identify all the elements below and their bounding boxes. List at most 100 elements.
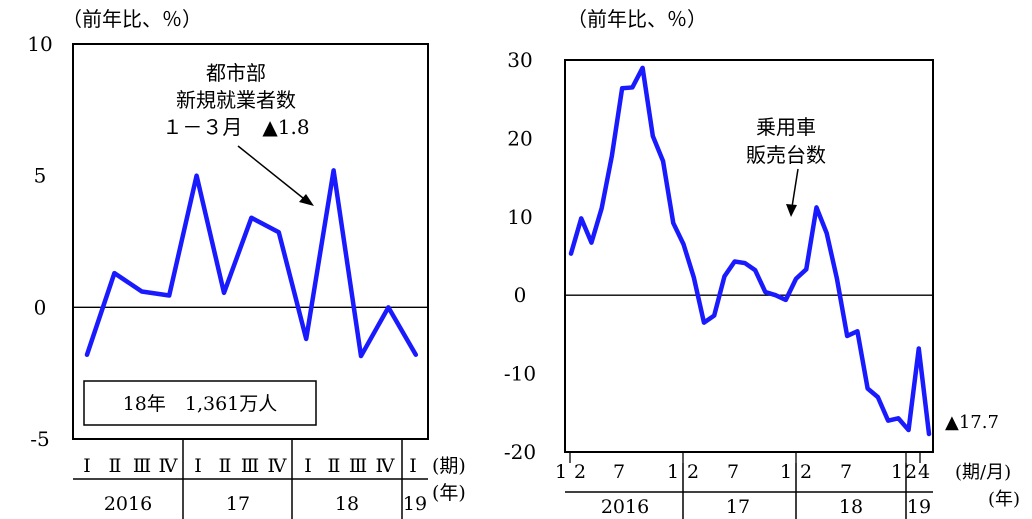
right-data-point [876,395,880,399]
right-data-point [794,277,798,281]
right-data-point [630,85,634,89]
right-annotation-line2: 販売台数 [746,143,826,167]
right-data-point [733,259,737,263]
right-data-point [804,267,808,271]
left-year-label: 17 [226,493,250,515]
right-data-point [907,428,911,432]
right-data-point [641,66,645,70]
right-data-point [825,231,829,235]
left-y-tick-label: 10 [27,32,52,56]
left-year-label: 19 [403,493,427,515]
right-plot-frame [564,59,934,453]
right-data-point [814,205,818,209]
right-month-label: 7 [613,461,625,483]
right-y-tick-label: -20 [504,440,536,464]
right-data-point [917,347,921,351]
left-data-point [277,230,281,234]
left-data-point [222,291,226,295]
right-data-point [886,419,890,423]
right-data-point [712,314,716,318]
left-annotation-line2: 新規就業者数 [176,88,296,112]
left-period-label: Ⅲ [133,455,151,477]
right-year-label: 19 [907,496,931,518]
right-data-point [671,221,675,225]
left-data-point [140,290,144,294]
left-data-point [414,353,418,357]
right-annotation-arrow [791,168,799,208]
left-annotation-line1: 都市部 [206,61,266,85]
right-month-unit: (期/月) [955,462,1011,483]
left-data-point [85,353,89,357]
left-period-label: Ⅰ [83,455,91,477]
right-y-tick-label: 20 [507,126,532,150]
right-annotation-arrowhead [786,204,797,217]
left-year-unit: (年) [432,482,466,504]
right-data-point [866,386,870,390]
right-annotation-line1: 乗用車 [756,115,816,139]
left-annotation-arrowhead [299,194,314,206]
right-data-point [774,293,778,297]
left-data-point [386,305,390,309]
left-data-point [304,337,308,341]
right-month-label: 1 [780,461,792,483]
left-period-label: Ⅱ [109,455,122,477]
right-month-label: 2 [574,461,586,483]
right-data-point [610,154,614,158]
right-data-point [682,242,686,246]
left-data-point [195,174,199,178]
right-y-tick-labels: 30 20 10 0 -10 -20 [504,48,536,464]
right-data-point [896,416,900,420]
right-month-label: 4 [918,461,930,483]
right-y-tick-label: -10 [504,362,536,386]
right-month-label: 1 [891,461,903,483]
left-period-label: Ⅱ [219,455,232,477]
right-data-point [927,432,931,436]
left-data-point [167,293,171,297]
left-data-point [332,168,336,172]
right-month-label: 7 [727,461,739,483]
right-month-label: 7 [840,461,852,483]
left-y-tick-labels: 10 5 0 -5 [27,32,52,451]
left-period-label: Ⅰ [304,455,312,477]
right-data-point [835,277,839,281]
right-data-point [763,290,767,294]
left-y-tick-label: 5 [34,164,47,188]
left-y-tick-label: 0 [34,295,47,319]
right-data-point [753,268,757,272]
right-data-point [784,298,788,302]
left-data-point [112,271,116,275]
right-data-point [743,261,747,265]
right-month-label: 1 [555,461,567,483]
left-annotation-line3: １－３月 ▲1.8 [162,115,309,139]
right-data-point [589,241,593,245]
left-unit-label: （前年比、％） [62,7,202,31]
right-data-point [579,216,583,220]
right-year-label: 17 [726,496,750,518]
left-boxed-note-frame [83,380,317,426]
right-year-unit: (年) [988,489,1020,510]
left-period-label: Ⅲ [349,455,367,477]
left-boxed-note: 18年 1,361万人 [123,393,278,415]
right-y-tick-label: 10 [507,205,532,229]
left-period-unit: (期) [432,455,466,477]
left-series-points [85,168,418,358]
left-y-tick-label: -5 [30,427,49,451]
left-year-label: 2016 [104,493,152,515]
right-month-label: 2 [905,461,917,483]
right-data-point [569,252,573,256]
right-year-label: 18 [839,496,863,518]
left-period-label: Ⅰ [409,455,417,477]
right-data-point [855,329,859,333]
left-period-label: Ⅱ [328,455,341,477]
left-plot-frame [72,43,429,440]
right-data-point [651,134,655,138]
right-data-point [702,321,706,325]
right-y-tick-label: 30 [507,48,532,72]
left-period-label: Ⅲ [241,455,259,477]
left-data-point [249,216,253,220]
right-unit-label: （前年比、％） [567,7,707,31]
right-series-line [568,65,932,437]
